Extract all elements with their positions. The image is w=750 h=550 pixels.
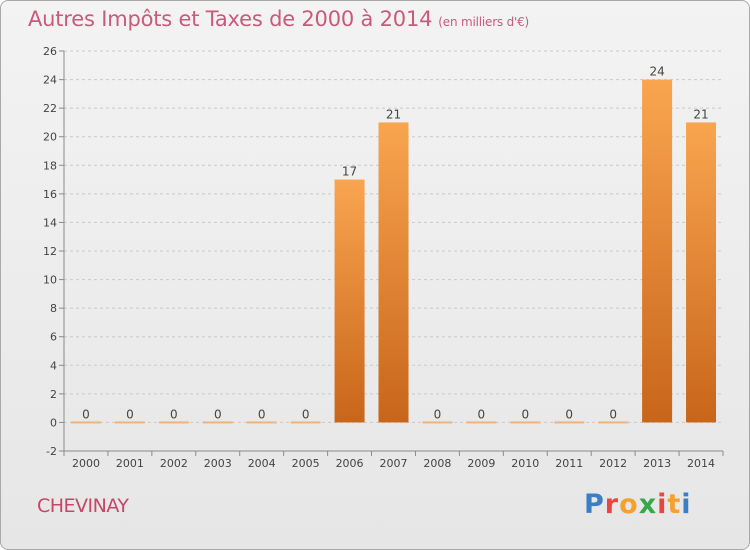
y-tick-label: 26 xyxy=(43,45,57,58)
chart-title: Autres Impôts et Taxes de 2000 à 2014 (en… xyxy=(28,7,529,31)
x-tick-label-2003: 2003 xyxy=(204,457,232,470)
y-tick-label: 12 xyxy=(43,245,57,258)
bar-2001 xyxy=(114,421,145,424)
axes xyxy=(59,50,724,456)
bar-2000 xyxy=(70,421,101,424)
y-tick-label: 8 xyxy=(50,302,57,315)
bar-2002 xyxy=(158,421,189,424)
data-label-2001: 0 xyxy=(126,407,134,421)
data-label-2012: 0 xyxy=(609,407,617,421)
data-label-2013: 24 xyxy=(649,65,664,79)
logo-letter: i xyxy=(657,489,668,520)
chart-title-unit: (en milliers d'€) xyxy=(438,15,530,29)
logo-letter: i xyxy=(681,489,692,520)
y-tick-label: 20 xyxy=(43,131,57,144)
logo-letter: t xyxy=(667,489,682,520)
commune-name: CHEVINAY xyxy=(37,495,129,517)
y-tick-label: 6 xyxy=(50,331,57,344)
x-tick-label-2006: 2006 xyxy=(336,457,364,470)
bar-2006 xyxy=(334,179,365,423)
data-label-2007: 21 xyxy=(386,107,401,121)
x-tick-label-2004: 2004 xyxy=(248,457,276,470)
x-tick-label-2008: 2008 xyxy=(423,457,451,470)
x-tick-label-2011: 2011 xyxy=(555,457,583,470)
data-label-2009: 0 xyxy=(478,407,486,421)
x-tick-label-2013: 2013 xyxy=(643,457,671,470)
data-label-2008: 0 xyxy=(434,407,442,421)
x-tick-label-2007: 2007 xyxy=(380,457,408,470)
data-label-2006: 17 xyxy=(342,165,357,179)
bars xyxy=(70,79,717,424)
x-tick-label-2010: 2010 xyxy=(511,457,539,470)
y-tick-label: 24 xyxy=(43,74,57,87)
bar-2005 xyxy=(290,421,321,424)
logo-letter: r xyxy=(604,489,620,520)
bar-2008 xyxy=(422,421,453,424)
y-tick-label: 14 xyxy=(43,216,57,229)
x-tick-label-2001: 2001 xyxy=(116,457,144,470)
bar-2004 xyxy=(246,421,277,424)
bar-2013 xyxy=(642,79,673,423)
bar-2014 xyxy=(686,122,717,423)
bar-2012 xyxy=(598,421,629,424)
x-tick-label-2000: 2000 xyxy=(72,457,100,470)
logo-letter: x xyxy=(638,489,658,520)
y-tick-label: 2 xyxy=(50,388,57,401)
data-label-2011: 0 xyxy=(565,407,573,421)
y-tick-label: 18 xyxy=(43,159,57,172)
x-tick-label-2009: 2009 xyxy=(467,457,495,470)
data-label-2000: 0 xyxy=(82,407,90,421)
y-tick-label: 16 xyxy=(43,188,57,201)
bar-2009 xyxy=(466,421,497,424)
y-tick-label: 0 xyxy=(50,416,57,429)
bar-2007 xyxy=(378,122,409,423)
x-tick-label-2014: 2014 xyxy=(687,457,715,470)
y-tick-label: -2 xyxy=(46,445,57,458)
data-label-2003: 0 xyxy=(214,407,222,421)
bar-2003 xyxy=(202,421,233,424)
data-label-2002: 0 xyxy=(170,407,178,421)
data-label-2010: 0 xyxy=(521,407,529,421)
bar-2010 xyxy=(510,421,541,424)
bar-2011 xyxy=(554,421,585,424)
chart-title-text: Autres Impôts et Taxes de 2000 à 2014 xyxy=(28,7,433,31)
y-tick-label: 10 xyxy=(43,274,57,287)
logo-letter: o xyxy=(619,489,639,520)
data-label-2014: 21 xyxy=(693,107,708,121)
x-tick-label-2002: 2002 xyxy=(160,457,188,470)
y-tick-label: 22 xyxy=(43,102,57,115)
data-label-2005: 0 xyxy=(302,407,310,421)
labels: -202468101214161820222426020000200102002… xyxy=(43,45,715,470)
x-tick-label-2005: 2005 xyxy=(292,457,320,470)
logo-letter: P xyxy=(584,489,605,520)
proxiti-logo: Proxiti xyxy=(584,489,692,520)
data-label-2004: 0 xyxy=(258,407,266,421)
y-tick-label: 4 xyxy=(50,359,57,372)
x-tick-label-2012: 2012 xyxy=(599,457,627,470)
